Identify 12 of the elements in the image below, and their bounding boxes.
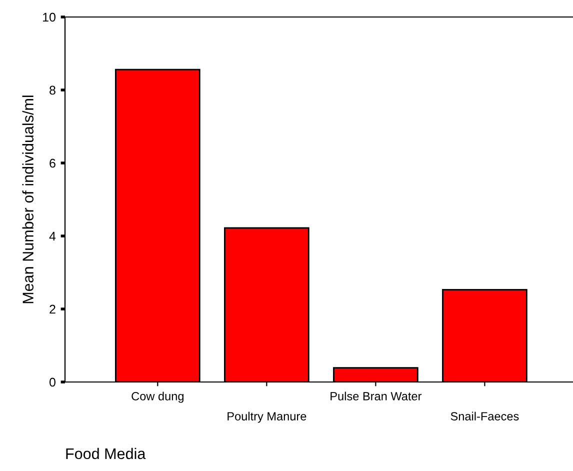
y-tick-label: 0	[50, 378, 56, 387]
y-tick-label: 8	[50, 86, 56, 95]
y-tick-label: 2	[50, 304, 56, 314]
x-tick-label: Snail-Faeces	[450, 412, 519, 420]
x-tick-label: Pulse Bran Water	[330, 392, 422, 400]
y-tick-label: 4	[49, 232, 56, 241]
x-tick-label: Cow dung	[132, 392, 184, 403]
y-tick-label: 6	[50, 158, 56, 168]
x-axis-title: Food Media	[66, 448, 146, 460]
x-tick-label: Poultry Manure	[228, 412, 306, 423]
y-axis-title: Mean Number of individuals/ml	[22, 96, 34, 304]
y-tick-label: 10	[43, 12, 56, 22]
